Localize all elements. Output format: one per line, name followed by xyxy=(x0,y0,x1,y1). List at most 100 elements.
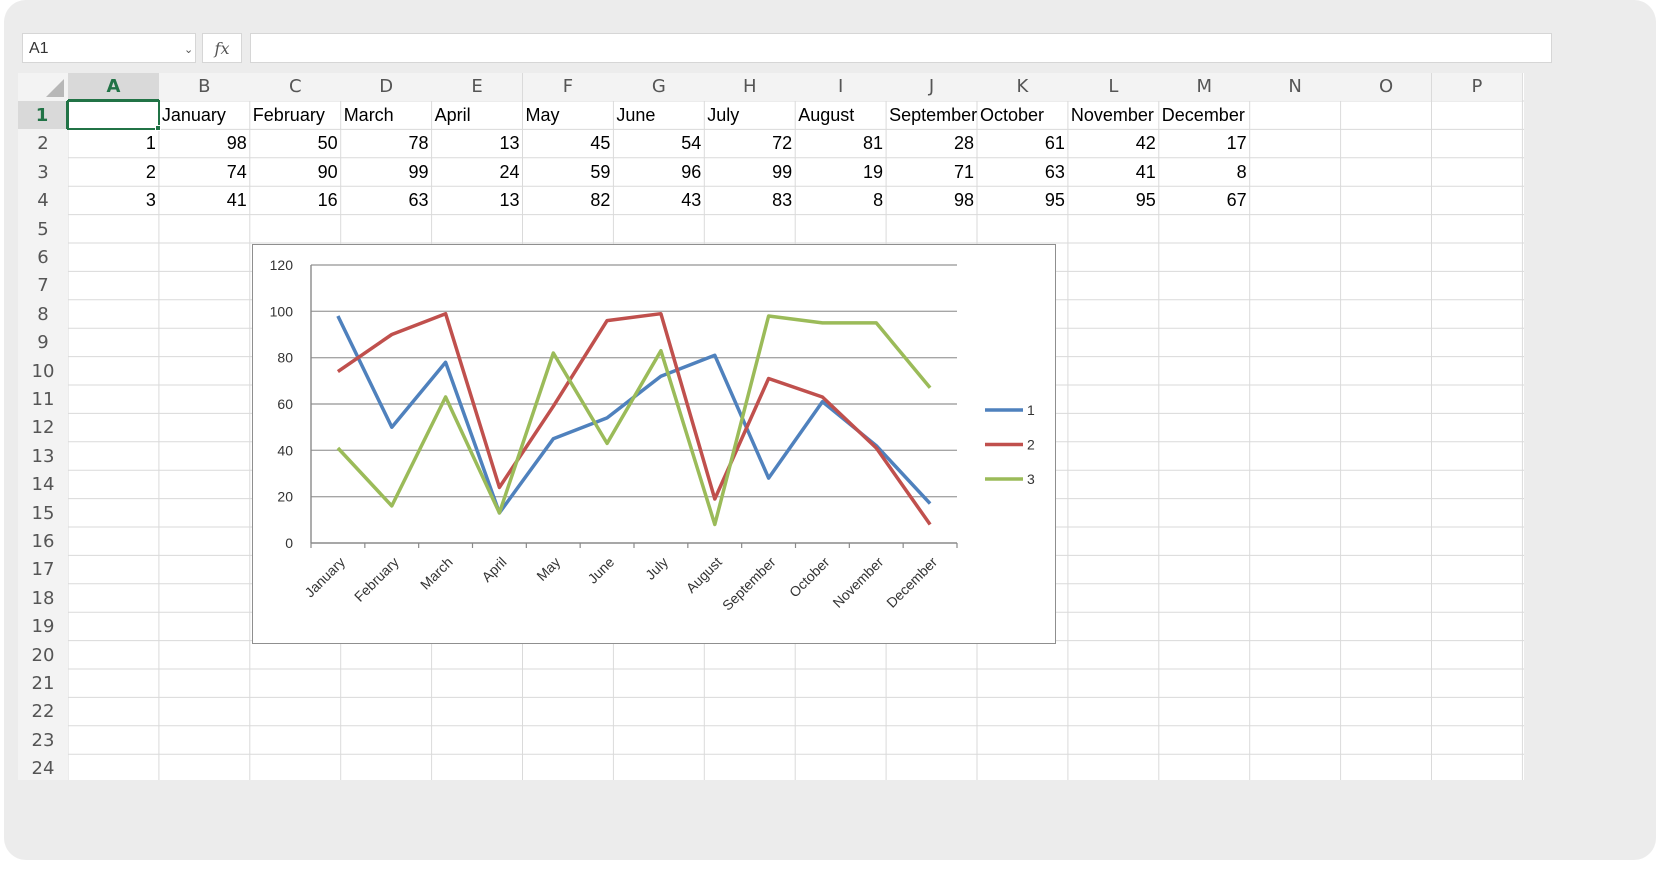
row-header-2[interactable]: 2 xyxy=(18,129,68,158)
cell-j3[interactable]: 71 xyxy=(953,161,974,182)
cell-a4[interactable]: 3 xyxy=(145,190,156,211)
column-header-m[interactable]: M xyxy=(1158,73,1250,101)
cell-h4[interactable]: 83 xyxy=(772,190,793,211)
row-header-7[interactable]: 7 xyxy=(18,271,68,300)
cell-g4[interactable]: 43 xyxy=(681,190,702,211)
row-header-11[interactable]: 11 xyxy=(18,385,68,414)
cell-l4[interactable]: 95 xyxy=(1135,190,1156,211)
cell-a2[interactable]: 1 xyxy=(145,133,156,154)
cell-j4[interactable]: 98 xyxy=(953,190,974,211)
row-header-8[interactable]: 8 xyxy=(18,299,68,329)
column-header-g[interactable]: G xyxy=(613,73,705,101)
row-header-13[interactable]: 13 xyxy=(18,441,68,471)
cell-d1[interactable]: March xyxy=(343,105,394,125)
row-header-1[interactable]: 1 xyxy=(18,101,68,130)
chevron-down-icon[interactable]: ⌄ xyxy=(184,44,194,56)
row-header-9[interactable]: 9 xyxy=(18,328,68,357)
cell-m1[interactable]: December xyxy=(1161,105,1245,125)
cell-c4[interactable]: 16 xyxy=(317,190,338,211)
cell-m3[interactable]: 8 xyxy=(1236,161,1247,182)
cell-a3[interactable]: 2 xyxy=(145,161,156,182)
row-header-15[interactable]: 15 xyxy=(18,498,68,527)
cell-b1[interactable]: January xyxy=(161,105,226,125)
row-header-12[interactable]: 12 xyxy=(18,413,68,442)
cell-h2[interactable]: 72 xyxy=(772,133,793,154)
column-header-a[interactable]: A xyxy=(68,73,159,101)
row-header-5[interactable]: 5 xyxy=(18,214,68,243)
cell-f3[interactable]: 59 xyxy=(590,161,611,182)
cell-b4[interactable]: 41 xyxy=(226,190,247,211)
name-box[interactable]: A1 ⌄ xyxy=(22,33,196,63)
column-header-h[interactable]: H xyxy=(704,73,796,101)
cell-i3[interactable]: 19 xyxy=(863,161,884,182)
cell-e2[interactable]: 13 xyxy=(499,133,520,154)
cell-f4[interactable]: 82 xyxy=(590,190,611,211)
column-header-i[interactable]: I xyxy=(795,73,887,101)
column-header-c[interactable]: C xyxy=(249,73,341,101)
row-header-4[interactable]: 4 xyxy=(18,186,68,215)
row-header-21[interactable]: 21 xyxy=(18,669,68,698)
column-header-n[interactable]: N xyxy=(1249,73,1341,101)
cell-e3[interactable]: 24 xyxy=(499,161,520,182)
cell-j1[interactable]: September xyxy=(889,105,978,125)
row-header-10[interactable]: 10 xyxy=(18,356,68,385)
row-header-6[interactable]: 6 xyxy=(18,243,68,272)
row-header-23[interactable]: 23 xyxy=(18,725,68,755)
row-header-14[interactable]: 14 xyxy=(18,470,68,499)
cell-i1[interactable]: August xyxy=(798,105,855,125)
cell-c1[interactable]: February xyxy=(252,105,325,125)
cell-b2[interactable]: 98 xyxy=(226,133,247,154)
column-header-e[interactable]: E xyxy=(431,73,523,101)
cell-g3[interactable]: 96 xyxy=(681,161,702,182)
legend-label-2: 2 xyxy=(1027,437,1035,453)
column-header-j[interactable]: J xyxy=(886,73,977,101)
column-header-b[interactable]: B xyxy=(158,73,250,101)
cell-e1[interactable]: April xyxy=(434,105,471,125)
cell-c2[interactable]: 50 xyxy=(317,133,338,154)
column-header-o[interactable]: O xyxy=(1340,73,1432,101)
column-header-p[interactable]: P xyxy=(1431,73,1523,101)
row-header-24[interactable]: 24 xyxy=(18,754,68,780)
cell-c3[interactable]: 90 xyxy=(317,161,338,182)
line-chart[interactable]: 0 20 40 60 80 100 120 January February March April… xyxy=(252,244,1056,644)
cell-k4[interactable]: 95 xyxy=(1044,190,1065,211)
row-header-16[interactable]: 16 xyxy=(18,527,68,556)
cell-l2[interactable]: 42 xyxy=(1135,133,1156,154)
row-header-19[interactable]: 19 xyxy=(18,612,68,641)
column-header-f[interactable]: F xyxy=(522,73,614,101)
cell-e4[interactable]: 13 xyxy=(499,190,520,211)
cell-h3[interactable]: 99 xyxy=(772,161,793,182)
cell-l1[interactable]: November xyxy=(1070,105,1154,125)
cell-i2[interactable]: 81 xyxy=(863,133,884,154)
row-header-17[interactable]: 17 xyxy=(18,555,68,584)
insert-function-button[interactable]: fx xyxy=(202,33,242,63)
row-header-18[interactable]: 18 xyxy=(18,583,68,613)
cell-h1[interactable]: July xyxy=(707,105,740,125)
cell-f2[interactable]: 45 xyxy=(590,133,611,154)
cell-m2[interactable]: 17 xyxy=(1226,133,1247,154)
spreadsheet-grid[interactable]: A B C D E F G H I J K L M N O P 1 2 3 4 5 6 7 8 9 10 11 12 13 14 15 16 1… xyxy=(18,73,1524,780)
select-all-corner[interactable] xyxy=(18,73,68,101)
cell-k2[interactable]: 61 xyxy=(1044,133,1065,154)
column-header-d[interactable]: D xyxy=(340,73,432,101)
column-header-l[interactable]: L xyxy=(1067,73,1159,101)
cell-k3[interactable]: 63 xyxy=(1044,161,1065,182)
cell-j2[interactable]: 28 xyxy=(953,133,974,154)
row-header-20[interactable]: 20 xyxy=(18,640,68,669)
cell-b3[interactable]: 74 xyxy=(226,161,247,182)
cell-i4[interactable]: 8 xyxy=(873,190,884,211)
row-header-3[interactable]: 3 xyxy=(18,157,68,187)
cell-l3[interactable]: 41 xyxy=(1135,161,1156,182)
cell-m4[interactable]: 67 xyxy=(1226,190,1247,211)
column-header-k[interactable]: K xyxy=(977,73,1068,101)
cell-d3[interactable]: 99 xyxy=(408,161,429,182)
fill-handle[interactable] xyxy=(154,125,161,132)
cell-d2[interactable]: 78 xyxy=(408,133,429,154)
row-header-22[interactable]: 22 xyxy=(18,697,68,726)
formula-input[interactable] xyxy=(250,33,1552,63)
cell-f1[interactable]: May xyxy=(525,105,560,125)
cell-g1[interactable]: June xyxy=(616,105,656,125)
cell-d4[interactable]: 63 xyxy=(408,190,429,211)
cell-g2[interactable]: 54 xyxy=(681,133,702,154)
cell-k1[interactable]: October xyxy=(980,105,1045,125)
